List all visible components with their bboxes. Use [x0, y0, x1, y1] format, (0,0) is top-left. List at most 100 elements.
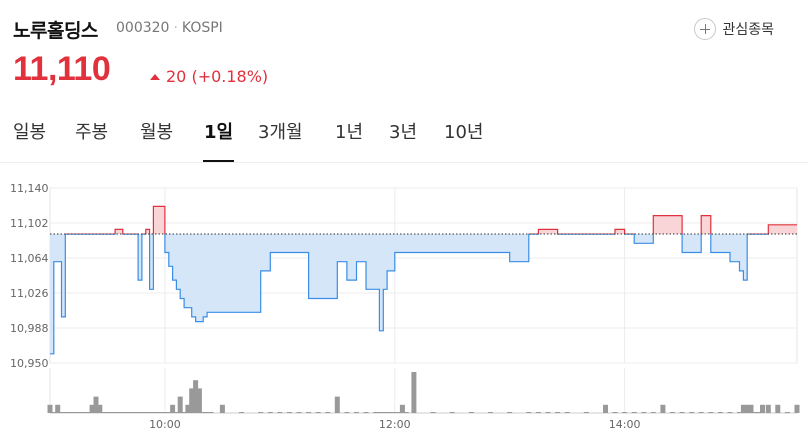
volume-bar	[354, 412, 359, 413]
watchlist-label: 관심종목	[722, 22, 774, 38]
volume-bar	[545, 412, 551, 413]
volume-bar	[101, 412, 107, 413]
volume-bar	[170, 404, 176, 413]
volume-bar	[631, 412, 637, 413]
volume-bar	[219, 404, 225, 413]
volume-bar	[147, 412, 153, 413]
tab-3months[interactable]: 3개월	[258, 122, 303, 143]
y-tick-label: 10,950	[10, 357, 49, 370]
volume-bar	[112, 412, 118, 413]
volume-bar	[449, 412, 455, 413]
volume-bar	[162, 412, 168, 413]
volume-bar	[430, 412, 436, 413]
stock-code: 000320	[116, 20, 170, 36]
price-line-down	[50, 234, 769, 355]
volume-bar	[59, 412, 64, 413]
volume-bar	[200, 412, 206, 413]
volume-bar	[204, 412, 210, 413]
volume-bar	[717, 412, 723, 413]
volume-bar	[47, 404, 53, 413]
volume-bar	[622, 412, 628, 413]
volume-bar	[737, 412, 742, 413]
volume-bar	[679, 412, 685, 413]
tab-3years[interactable]: 3년	[389, 122, 418, 143]
volume-bar	[612, 412, 618, 413]
volume-bar	[185, 404, 191, 413]
y-tick-label: 11,026	[10, 287, 49, 300]
volume-bar	[373, 412, 379, 413]
volume-bar	[108, 412, 114, 413]
volume-bar	[670, 412, 675, 413]
volume-bar	[660, 404, 666, 413]
tab-1day[interactable]: 1일	[204, 122, 234, 143]
volume-bar	[752, 412, 758, 413]
volume-bar	[526, 412, 532, 413]
tab-daily[interactable]: 일봉	[13, 122, 47, 143]
volume-bar	[784, 412, 790, 413]
volume-bar	[85, 412, 91, 413]
volume-bar	[708, 412, 714, 413]
volume-bar	[277, 412, 283, 413]
change-amount: 20	[166, 67, 187, 86]
volume-bar	[181, 412, 187, 413]
volume-bar	[150, 412, 156, 413]
y-tick-label: 10,988	[10, 322, 49, 335]
volume-bar	[603, 404, 608, 413]
volume-bar	[488, 412, 493, 413]
volume-bar	[193, 380, 199, 413]
volume-bar	[748, 404, 754, 413]
volume-bar	[120, 412, 126, 413]
volume-bar	[564, 412, 570, 413]
volume-bar	[139, 412, 145, 413]
volume-bar	[296, 412, 302, 413]
volume-bar	[325, 412, 331, 413]
volume-bar	[775, 404, 781, 413]
volume-bar	[173, 412, 179, 413]
volume-bar	[507, 412, 513, 413]
volume-bar	[131, 412, 137, 413]
volume-bar	[196, 388, 202, 413]
tab-10years[interactable]: 10년	[444, 122, 484, 143]
volume-bar	[794, 404, 800, 413]
volume-bar	[93, 396, 99, 413]
add-watchlist-button[interactable]: 관심종목	[694, 16, 774, 42]
stock-name: 노루홀딩스	[13, 20, 98, 42]
intraday-chart[interactable]: 11,140 11,102 11,064 11,026 10,988 10,950 10:0…	[0, 164, 808, 438]
volume-bar	[158, 412, 164, 413]
volume-bar	[306, 412, 312, 413]
stock-market: KOSPI	[181, 20, 223, 36]
volume-bar	[189, 388, 195, 413]
volume-bar	[208, 412, 214, 413]
price-area-down	[50, 234, 797, 354]
volume-bar	[384, 412, 390, 413]
volume-bar	[380, 412, 386, 413]
volume-bar	[55, 404, 61, 413]
volume-bar	[70, 412, 76, 413]
y-tick-label: 11,102	[10, 217, 49, 230]
volume-bar	[124, 412, 130, 413]
tab-1year[interactable]: 1년	[335, 122, 364, 143]
volume-bar	[583, 412, 589, 413]
price-change: 20 (+0.18%)	[150, 67, 268, 86]
volume-bar	[468, 412, 474, 413]
volume-bar	[727, 412, 733, 413]
x-tick-label: 14:00	[609, 418, 641, 431]
tab-weekly[interactable]: 주봉	[75, 122, 109, 143]
volume-bar	[154, 412, 160, 413]
volume-bar	[127, 412, 133, 413]
plus-icon	[694, 18, 717, 40]
separator-dot: ·	[173, 20, 178, 36]
tab-monthly[interactable]: 월봉	[140, 122, 174, 143]
volume-bar	[286, 412, 292, 413]
stock-meta: 000320 · KOSPI	[116, 20, 223, 36]
volume-bar	[105, 412, 110, 413]
volume-bar	[62, 412, 68, 413]
stock-header: 노루홀딩스 000320 · KOSPI 관심종목	[13, 14, 808, 44]
active-tab-indicator	[203, 160, 234, 162]
volume-bar	[689, 412, 695, 413]
volume-bar	[74, 412, 80, 413]
volume-bar	[315, 412, 321, 413]
volume-bar	[89, 404, 95, 413]
volume-bar	[267, 412, 273, 413]
volume-bar	[166, 412, 172, 413]
